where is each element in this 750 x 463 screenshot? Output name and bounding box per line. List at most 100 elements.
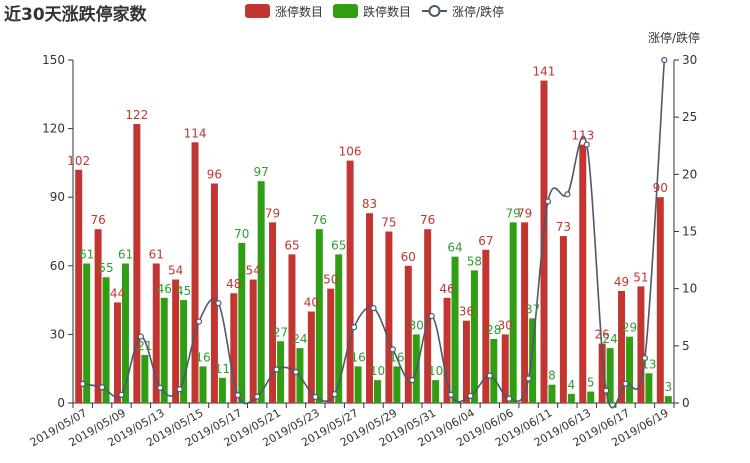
ratio-point (544, 198, 552, 205)
ratio-point (428, 313, 435, 320)
bar-limit-down (238, 242, 246, 403)
bar-limit-up (152, 263, 160, 403)
bar-limit-down (83, 263, 91, 403)
bar-limit-down (490, 338, 498, 403)
legend-swatch-0[interactable] (245, 4, 270, 18)
bar-limit-down (374, 380, 381, 403)
ratio-point (234, 392, 241, 399)
bar-limit-down (451, 256, 459, 403)
ratio-point (98, 384, 106, 391)
data-label-limit-down: 76 (312, 213, 327, 227)
data-label-limit-down: 58 (467, 254, 482, 268)
bar-limit-down (141, 354, 149, 403)
bar-limit-down (587, 391, 595, 403)
data-label-limit-down: 13 (641, 357, 656, 371)
ratio-point (195, 318, 203, 325)
bar-limit-up (191, 142, 199, 403)
ratio-point (467, 392, 474, 400)
data-label-limit-up: 106 (339, 145, 362, 159)
data-label-limit-down: 21 (137, 339, 152, 353)
data-label-limit-up: 76 (90, 213, 105, 227)
ratio-point (215, 300, 222, 307)
legend-label-0[interactable]: 涨停数目 (275, 4, 323, 19)
bar-limit-up (656, 197, 664, 403)
ratio-point (583, 141, 590, 148)
ratio-point (506, 395, 513, 402)
legend-swatch-1[interactable] (333, 4, 358, 18)
y-right-tick-label: 15 (682, 225, 697, 239)
bar-limit-up (269, 222, 277, 403)
data-label-limit-down: 16 (350, 350, 365, 364)
data-label-limit-up: 48 (226, 277, 241, 291)
ratio-point (622, 380, 629, 387)
ratio-point (351, 324, 358, 331)
y-right-tick-label: 20 (682, 167, 697, 181)
ratio-point (176, 386, 183, 393)
bar-limit-up (579, 144, 587, 403)
data-label-limit-up: 46 (439, 282, 454, 296)
data-label-limit-down: 61 (118, 248, 133, 262)
legend[interactable]: 涨停数目 跌停数目 涨停/跌停 (245, 4, 504, 19)
bar-limit-up (172, 279, 180, 403)
bar-limit-up (424, 229, 432, 403)
bar-limit-up (75, 169, 83, 403)
bar-limit-down (180, 300, 188, 403)
bar-limit-up (307, 311, 315, 403)
bar-limit-down (257, 181, 265, 403)
bar-limit-down (218, 377, 226, 403)
data-label-limit-up: 65 (284, 238, 299, 252)
data-label-limit-down: 46 (157, 282, 172, 296)
data-label-limit-up: 141 (533, 65, 556, 79)
bar-limit-down (548, 384, 556, 403)
bar-limit-up (637, 286, 645, 403)
legend-label-1[interactable]: 跌停数目 (363, 4, 411, 19)
data-label-limit-down: 4 (568, 378, 576, 392)
y-right-tick-label: 0 (682, 396, 690, 410)
data-label-limit-down: 55 (98, 261, 113, 275)
data-label-limit-down: 30 (409, 318, 424, 332)
bar-limit-up (94, 229, 102, 403)
ratio-point (603, 387, 610, 394)
data-label-limit-down: 27 (273, 325, 288, 339)
ratio-point (370, 305, 377, 312)
ratio-point (157, 384, 164, 391)
data-label-limit-up: 96 (207, 167, 222, 181)
y-right-tick-label: 30 (682, 53, 697, 67)
ratio-point (118, 391, 125, 398)
series-ratio (79, 56, 668, 409)
bar-limit-up (618, 290, 626, 403)
data-label-limit-up: 76 (420, 213, 435, 227)
data-label-limit-up: 79 (265, 206, 280, 220)
data-label-limit-down: 8 (548, 369, 556, 383)
data-label-limit-up: 114 (184, 126, 207, 140)
data-label-limit-down: 24 (602, 332, 617, 346)
ratio-point (79, 380, 86, 388)
data-label-limit-up: 67 (478, 234, 493, 248)
bar-limit-down (335, 254, 343, 403)
bar-limit-up (540, 80, 548, 403)
bar-limit-up (385, 231, 393, 403)
data-label-limit-down: 64 (447, 241, 462, 255)
data-label-limit-up: 83 (362, 197, 377, 211)
legend-label-2[interactable]: 涨停/跌停 (452, 4, 504, 19)
ratio-point (564, 191, 571, 198)
data-label-limit-up: 113 (571, 129, 594, 143)
data-label-limit-down: 45 (176, 284, 191, 298)
data-label-limit-up: 79 (517, 206, 532, 220)
bar-limit-down (315, 229, 323, 403)
ratio-point (312, 393, 319, 401)
ratio-point (292, 368, 300, 376)
bar-limit-up (404, 265, 412, 403)
bar-limit-down (567, 393, 575, 403)
bar-limit-up (113, 302, 121, 403)
ratio-point (254, 393, 261, 400)
y-right-tick-label: 25 (682, 110, 697, 124)
series-limit-up (75, 80, 664, 403)
bar-limit-up (598, 343, 606, 403)
data-label-limit-up: 61 (149, 248, 164, 262)
data-label-limit-down: 97 (254, 165, 269, 179)
data-label-limit-down: 61 (79, 248, 94, 262)
ratio-point (641, 355, 649, 362)
legend-marker-2[interactable] (428, 5, 441, 17)
